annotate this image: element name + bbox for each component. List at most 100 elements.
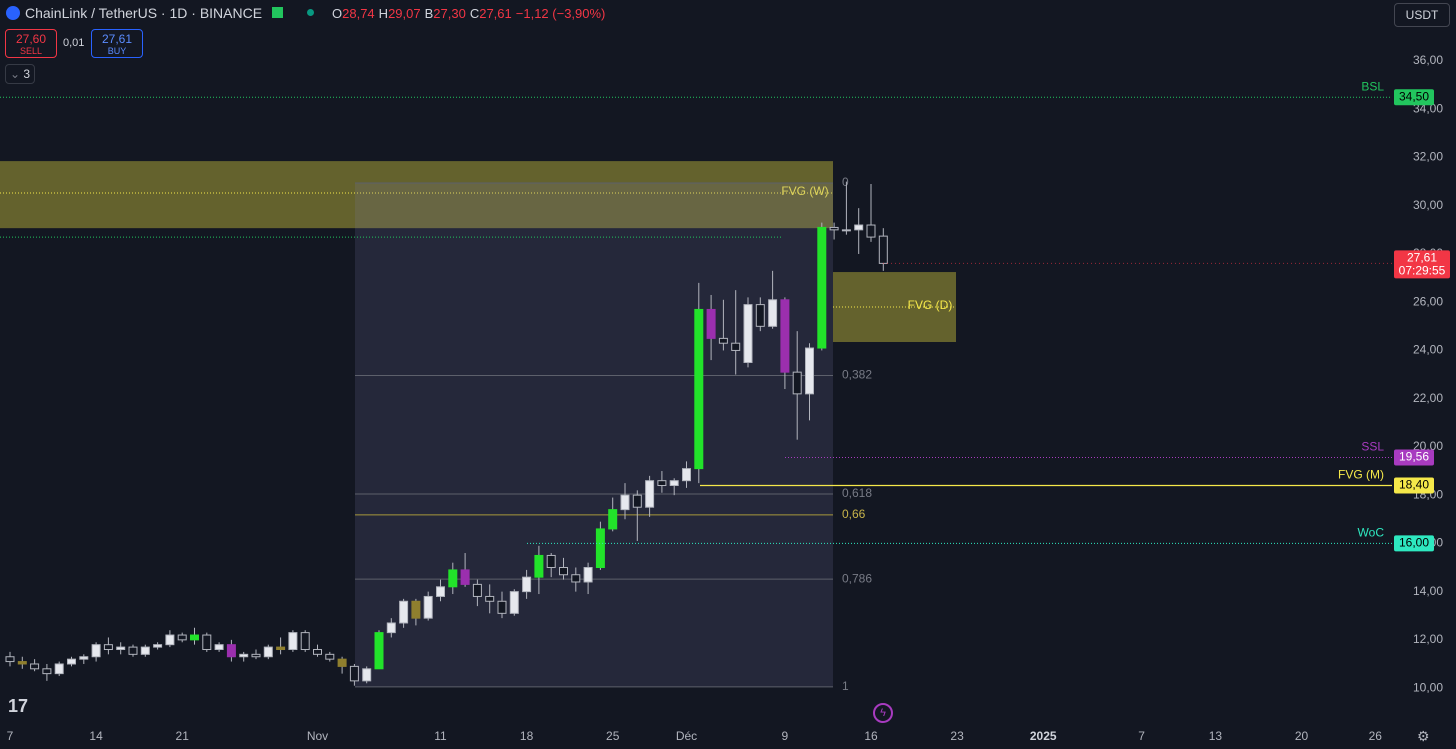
ohlc-value: 27,61 [479, 6, 512, 21]
candle-body [792, 371, 802, 395]
y-tick-label: 10,00 [1413, 680, 1443, 694]
ohlc-value: 29,07 [388, 6, 421, 21]
symbol[interactable]: ChainLink / TetherUS · 1D · BINANCE [25, 5, 263, 21]
candle-body [571, 574, 581, 583]
candle-body [595, 528, 605, 569]
candle-body [878, 235, 888, 264]
candle-body [300, 632, 310, 651]
candle-body [91, 644, 101, 658]
candle-body [30, 663, 40, 670]
candle-body [669, 480, 679, 487]
last-price-tag [1394, 250, 1450, 279]
currency[interactable]: USDT [1394, 3, 1450, 27]
candle-body [103, 644, 113, 651]
ohlc-key: B [424, 6, 434, 21]
y-tick-label: 32,00 [1413, 150, 1443, 164]
price-tag [1394, 89, 1434, 106]
level-label: BSL [1361, 79, 1384, 93]
candle-body [559, 567, 568, 576]
buy-price: 27,61 [101, 32, 133, 46]
spread: 0,01 [63, 37, 85, 49]
candle-body [5, 656, 15, 663]
fib-label: 1 [842, 679, 849, 693]
fvg-label: FVG (D) [908, 298, 953, 312]
candle-body [620, 494, 630, 511]
change: −1,12 (−3,90%) [515, 6, 606, 21]
candle-body [460, 569, 470, 585]
sell-price: 27,60 [15, 32, 47, 46]
events-icon[interactable]: ϟ [873, 703, 893, 723]
ohlc-key: O [332, 6, 343, 21]
candle-body [325, 653, 335, 660]
candle-body [497, 600, 507, 614]
x-tick-label: 13 [1209, 729, 1223, 743]
candle-body [608, 509, 618, 530]
level-label: SSL [1361, 440, 1384, 454]
candle-body [251, 653, 261, 658]
candle-body [472, 583, 482, 597]
candle-body [718, 337, 728, 344]
ohlc-value: 28,74 [342, 6, 375, 21]
candle-body [288, 632, 298, 651]
candle-body [768, 299, 778, 327]
settings[interactable]: ⚙ [1417, 728, 1430, 744]
candle-body [140, 646, 150, 655]
price-tag-label: 19,56 [1399, 450, 1429, 464]
fib-label: 0,786 [842, 571, 872, 585]
candle-body [854, 224, 864, 231]
x-tick-label: Déc [676, 729, 697, 743]
x-tick-label: 11 [434, 729, 447, 743]
candle-body [645, 480, 655, 508]
fib-box [355, 183, 833, 687]
candle-body [583, 567, 593, 583]
candle-body [829, 226, 839, 231]
y-tick-label: 12,00 [1413, 632, 1443, 646]
candle-body [534, 554, 544, 578]
candle-body [411, 600, 421, 619]
y-tick-label: 14,00 [1413, 584, 1443, 598]
status-dot [307, 9, 314, 16]
price-tag [1394, 449, 1434, 466]
ohlc: O28,74 H29,07 B27,30 C27,61 −1,12 (−3,90%) [332, 6, 605, 21]
fib-label: 0,382 [842, 368, 872, 382]
candle-body [780, 299, 790, 373]
candle-body [17, 661, 27, 665]
x-tick-label: 9 [782, 729, 789, 743]
fib-label: 0 [842, 175, 849, 189]
y-tick-label: 22,00 [1413, 391, 1443, 405]
candle-body [42, 668, 52, 675]
price-tag-label: 34,50 [1399, 89, 1429, 103]
fib-label: 0,66 [842, 507, 866, 521]
sell-button[interactable]: 27,60 SELL [5, 29, 57, 58]
buy-button[interactable]: 27,61 BUY [91, 29, 143, 58]
price-tag [1394, 535, 1434, 552]
x-tick-label: 20 [1295, 729, 1309, 743]
x-tick-label: 23 [950, 729, 964, 743]
candle-body [214, 644, 224, 651]
flag[interactable] [272, 7, 283, 18]
candle-body [841, 229, 851, 232]
ohlc-value: 27,30 [433, 6, 466, 21]
candle-body [116, 646, 126, 651]
tv-logo[interactable]: 17 [8, 696, 29, 716]
candle-body [866, 224, 876, 238]
x-tick-label: 16 [864, 729, 878, 743]
candle-body [706, 308, 716, 339]
candle-body [682, 468, 691, 482]
x-tick-label: 2025 [1030, 729, 1057, 743]
fvg-zone [0, 161, 833, 229]
candle-body [362, 668, 372, 682]
candle-body [485, 595, 495, 602]
candle-body [153, 644, 163, 648]
candle-body [67, 658, 76, 665]
x-tick-label: 21 [176, 729, 190, 743]
x-tick-label: 14 [89, 729, 103, 743]
ohlc-key: H [378, 6, 389, 21]
indicators-toggle[interactable]: ⌄ 3 [5, 64, 35, 84]
candle-body [731, 342, 741, 351]
indicator-count: 3 [23, 67, 31, 81]
candle-body [805, 347, 814, 395]
level-label: WoC [1358, 526, 1385, 540]
candle-body [202, 634, 212, 651]
